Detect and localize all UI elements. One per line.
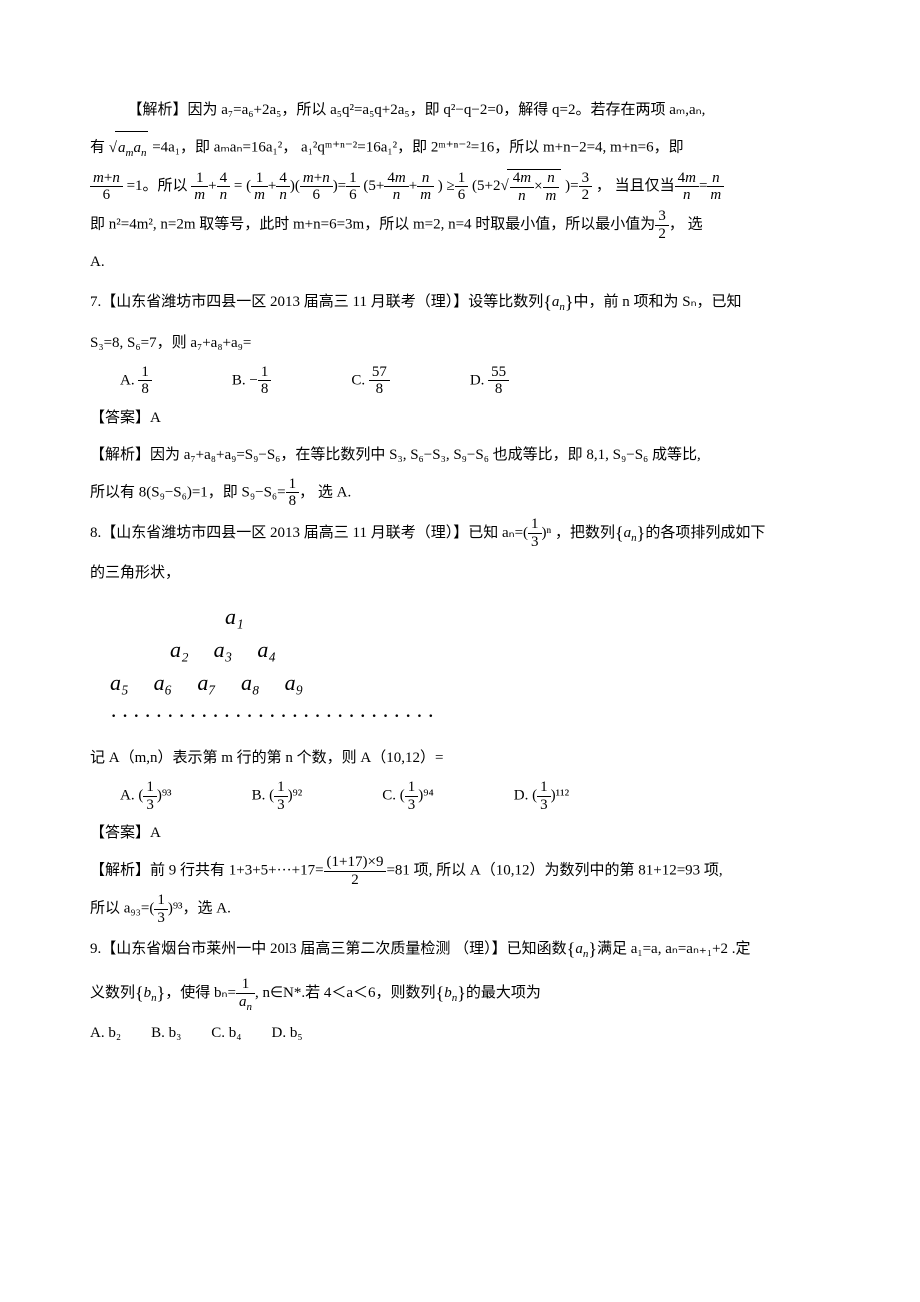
q9-opt-c: C. b₄ xyxy=(211,1017,241,1050)
q7-stem: 7.【山东省潍坊市四县一区 2013 届高三 11 月联考（理）】设等比数列{a… xyxy=(90,283,830,323)
q8-answer: 【答案】A xyxy=(90,817,830,850)
q9-options: A. b₂ B. b₃ C. b₄ D. b₅ xyxy=(90,1017,830,1050)
solution-line-1: 【解析】因为 a₇=a₆+2a₅，所以 a₅q²=a₅q+2a₅，即 q²−q−… xyxy=(90,94,830,127)
solution-line-2: 有 √aman =4a₁，即 aₘaₙ=16a₁²， a₁²qᵐ⁺ⁿ⁻²=16a… xyxy=(90,131,830,165)
q7-solution-2: 所以有 8(S₉−S₆)=1，即 S₉−S₆=18， 选 A. xyxy=(90,476,830,510)
q8-stem-2: 的三角形状， xyxy=(90,557,830,590)
q9-opt-a: A. b₂ xyxy=(90,1017,121,1050)
q9-stem: 9.【山东省烟台市莱州一中 20l3 届高三第二次质量检测 （理）】已知函数{a… xyxy=(90,930,830,970)
q8-opt-c: C. (13)⁹⁴ xyxy=(382,779,433,813)
q9-opt-d: D. b₅ xyxy=(272,1017,303,1050)
q8-options: A. (13)⁹³ B. (13)⁹² C. (13)⁹⁴ D. (13)¹¹² xyxy=(120,779,830,813)
q7-opt-b: B. −18 xyxy=(232,364,271,398)
q8-opt-d: D. (13)¹¹² xyxy=(514,779,569,813)
q8-opt-a: A. (13)⁹³ xyxy=(120,779,172,813)
solution-line-3: m+n6 =1。所以 1m+4n = (1m+4n)(m+n6)=16 (5+4… xyxy=(90,169,830,204)
q7-opt-d: D. 558 xyxy=(470,364,509,398)
q9-opt-b: B. b₃ xyxy=(151,1017,181,1050)
q7-options: A. 18 B. −18 C. 578 D. 558 xyxy=(120,364,830,398)
q7-opt-c: C. 578 xyxy=(351,364,390,398)
solution-line-4: 即 n²=4m², n=2m 取等号，此时 m+n=6=3m，所以 m=2, n… xyxy=(90,208,830,242)
q8-stem: 8.【山东省潍坊市四县一区 2013 届高三 11 月联考（理）】已知 aₙ=(… xyxy=(90,514,830,554)
q7-condition: S₃=8, S₆=7，则 a₇+a₈+a₉= xyxy=(90,327,830,360)
q7-answer: 【答案】A xyxy=(90,402,830,435)
q8-opt-b: B. (13)⁹² xyxy=(252,779,303,813)
q8-solution-2: 所以 a₉₃=(13)⁹³，选 A. xyxy=(90,892,830,926)
q8-solution-1: 【解析】前 9 行共有 1+3+5+···+17=(1+17)×92=81 项,… xyxy=(90,854,830,888)
triangle-array: a₁ a₂a₃a₄ a₅a₆a₇a₈a₉ ···················… xyxy=(110,600,830,732)
q8-question: 记 A（m,n）表示第 m 行的第 n 个数，则 A（10,12）= xyxy=(90,742,830,775)
q7-solution-1: 【解析】因为 a₇+a₈+a₉=S₉−S₆，在等比数列中 S₃, S₆−S₃, … xyxy=(90,439,830,472)
q7-opt-a: A. 18 xyxy=(120,364,152,398)
solution-line-5: A. xyxy=(90,246,830,279)
q9-stem-2: 义数列{bn}，使得 bₙ=1an, n∈N*.若 4＜a＜6，则数列{bn}的… xyxy=(90,974,830,1014)
